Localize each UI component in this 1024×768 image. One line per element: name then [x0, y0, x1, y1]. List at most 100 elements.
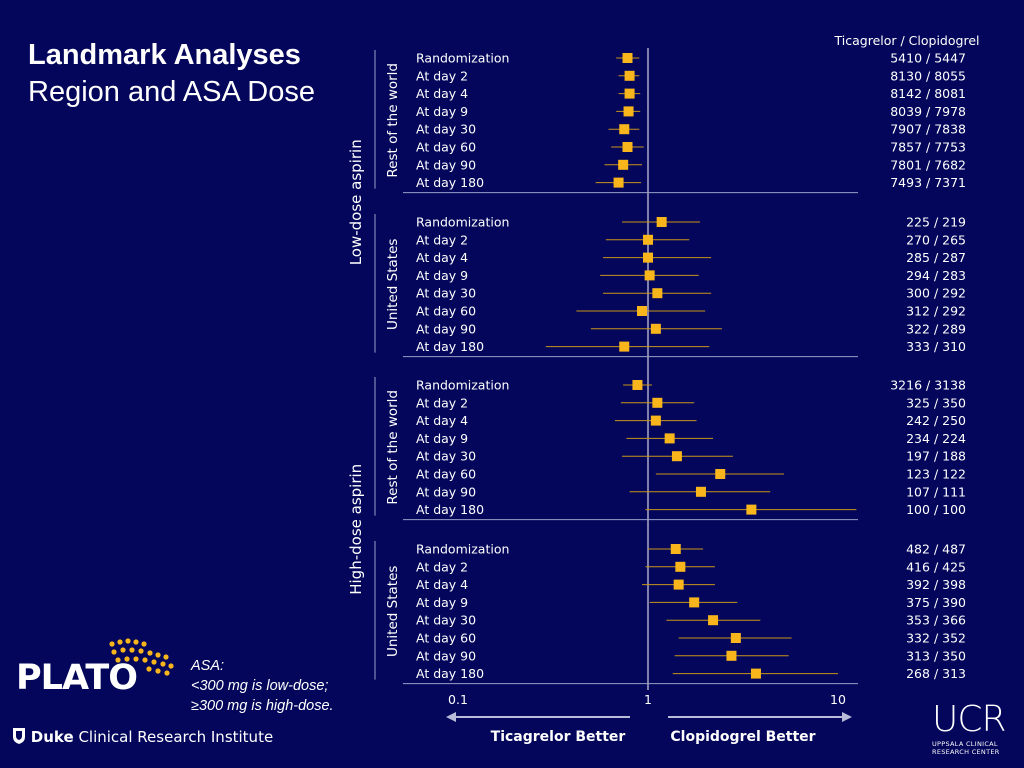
row-label: At day 9	[416, 595, 468, 610]
hazard-ratio-marker	[715, 469, 726, 479]
hazard-ratio-marker	[650, 323, 661, 334]
ucr-wordmark: UCR	[932, 699, 1006, 740]
title-block: Landmark Analyses Region and ASA Dose	[28, 38, 358, 112]
region-label: Rest of the world	[385, 390, 401, 505]
plato-wordmark: PLATO	[16, 658, 138, 698]
row-label: At day 2	[416, 68, 468, 83]
row-label: At day 90	[416, 321, 476, 336]
plato-logo: PLATO	[14, 636, 184, 704]
patient-counts: 107 / 111	[906, 484, 966, 499]
hazard-ratio-marker	[664, 433, 675, 444]
row-label: At day 30	[416, 449, 476, 464]
hazard-ratio-marker	[632, 380, 643, 390]
patient-counts: 300 / 292	[906, 286, 966, 301]
patient-counts: 416 / 425	[906, 559, 966, 574]
hazard-ratio-marker	[652, 288, 663, 299]
hazard-ratio-marker	[652, 397, 663, 408]
patient-counts: 270 / 265	[906, 232, 966, 247]
hazard-ratio-marker	[643, 234, 653, 245]
ucr-subtitle-2: RESEARCH CENTER	[932, 748, 1000, 756]
hazard-ratio-marker	[637, 306, 648, 316]
row-label: At day 180	[416, 502, 484, 517]
hazard-ratio-marker	[622, 142, 633, 152]
patient-counts: 8130 / 8055	[890, 68, 966, 83]
ucr-logo: UCR UPPSALA CLINICAL RESEARCH CENTER	[932, 699, 1006, 757]
patient-counts: 7857 / 7753	[890, 140, 966, 155]
row-label: Randomization	[416, 51, 509, 66]
hazard-ratio-marker	[643, 252, 653, 263]
patient-counts: 123 / 122	[906, 467, 966, 482]
row-label: Randomization	[416, 215, 509, 230]
patient-counts: 8039 / 7978	[890, 104, 966, 119]
hazard-ratio-marker	[750, 668, 761, 679]
hazard-ratio-marker	[619, 341, 630, 352]
asa-note-line: <300 mg is low-dose;	[191, 678, 329, 694]
row-label: At day 2	[416, 559, 468, 574]
patient-counts: 353 / 366	[906, 613, 966, 628]
row-label: Randomization	[416, 378, 509, 393]
count-header: Ticagrelor / Clopidogrel	[834, 33, 980, 48]
hazard-ratio-marker	[624, 70, 635, 81]
patient-counts: 312 / 292	[906, 304, 966, 319]
row-label: Randomization	[416, 542, 509, 557]
asa-note-line: ASA:	[191, 658, 225, 674]
row-label: At day 60	[416, 304, 476, 319]
patient-counts: 325 / 350	[906, 395, 966, 410]
patient-counts: 7801 / 7682	[890, 157, 966, 172]
duke-logo: Duke Clinical Research Institute	[12, 727, 273, 746]
patient-counts: 322 / 289	[906, 321, 966, 336]
x-tick-label: 10	[830, 692, 846, 707]
hazard-ratio-marker	[726, 650, 737, 661]
hazard-ratio-marker	[730, 633, 741, 643]
right-arrow-label: Clopidogrel Better	[670, 729, 815, 745]
patient-counts: 482 / 487	[906, 542, 966, 557]
patient-counts: 225 / 219	[906, 215, 966, 230]
region-label: United States	[385, 239, 401, 330]
dose-label: Low-dose aspirin	[347, 139, 365, 265]
hazard-ratio-marker	[670, 544, 681, 554]
patient-counts: 3216 / 3138	[890, 378, 966, 393]
row-label: At day 9	[416, 431, 468, 446]
hazard-ratio-marker	[650, 415, 661, 426]
slide-title: Landmark Analyses	[28, 39, 301, 71]
row-label: At day 180	[416, 175, 484, 190]
patient-counts: 392 / 398	[906, 577, 966, 592]
row-label: At day 2	[416, 232, 468, 247]
row-label: At day 60	[416, 631, 476, 646]
region-label: United States	[385, 566, 401, 657]
patient-counts: 333 / 310	[906, 339, 966, 354]
patient-counts: 268 / 313	[906, 666, 966, 681]
row-label: At day 30	[416, 286, 476, 301]
plato-logo-graphic	[109, 638, 174, 676]
row-label: At day 180	[416, 339, 484, 354]
x-tick-label: 1	[644, 692, 652, 707]
hazard-ratio-marker	[673, 579, 684, 590]
row-label: At day 90	[416, 648, 476, 663]
row-label: At day 9	[416, 268, 468, 283]
asa-note: ASA: <300 mg is low-dose; ≥300 mg is hig…	[191, 656, 334, 716]
patient-counts: 242 / 250	[906, 413, 966, 428]
left-arrow-label: Ticagrelor Better	[491, 729, 626, 745]
patient-counts: 285 / 287	[906, 250, 966, 265]
patient-counts: 100 / 100	[906, 502, 966, 517]
row-label: At day 9	[416, 104, 468, 119]
row-label: At day 4	[416, 86, 468, 101]
right-arrow-head	[842, 712, 852, 722]
row-label: At day 4	[416, 577, 468, 592]
row-label: At day 30	[416, 122, 476, 137]
row-label: At day 4	[416, 413, 468, 428]
ucr-subtitle-1: UPPSALA CLINICAL	[932, 740, 998, 748]
dose-label: High-dose aspirin	[347, 464, 365, 595]
region-label: Rest of the world	[385, 63, 401, 178]
patient-counts: 8142 / 8081	[890, 86, 966, 101]
duke-name: Duke	[30, 728, 74, 746]
asa-note-line: ≥300 mg is high-dose.	[191, 698, 334, 714]
hazard-ratio-marker	[746, 504, 757, 515]
hazard-ratio-marker	[675, 561, 686, 572]
hazard-ratio-marker	[623, 106, 634, 117]
hazard-ratio-marker	[708, 615, 719, 626]
hazard-ratio-marker	[624, 88, 635, 99]
row-label: At day 4	[416, 250, 468, 265]
patient-counts: 294 / 283	[906, 268, 966, 283]
